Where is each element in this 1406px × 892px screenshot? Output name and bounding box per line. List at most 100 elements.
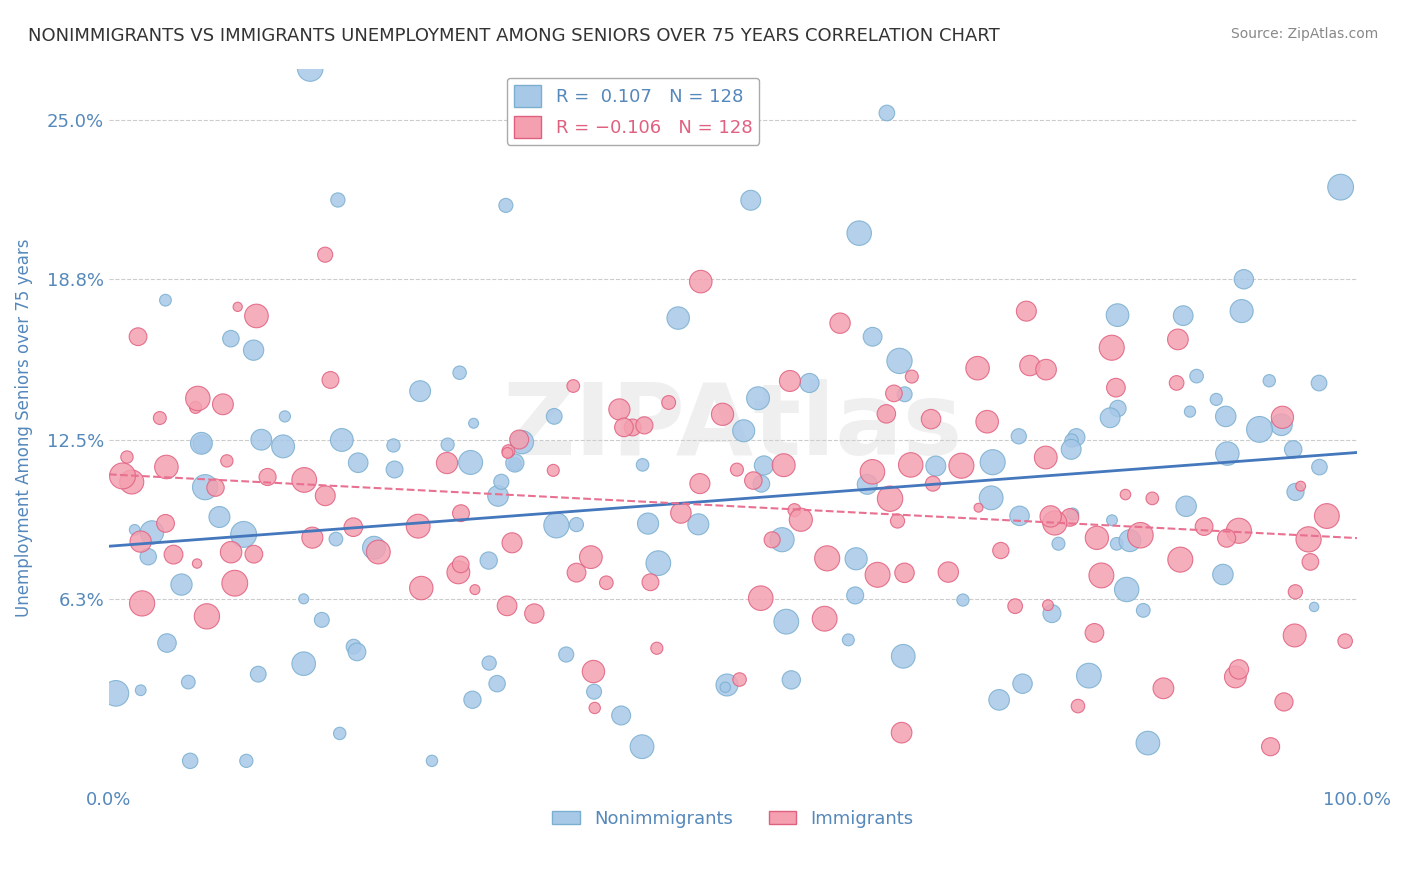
Point	[124, 523, 146, 537]
Point	[179, 754, 201, 768]
Point	[1115, 582, 1137, 597]
Point	[319, 373, 342, 387]
Point	[752, 458, 775, 473]
Point	[901, 369, 924, 384]
Point	[1132, 603, 1154, 617]
Point	[1260, 739, 1282, 754]
Point	[510, 435, 533, 450]
Point	[1308, 460, 1330, 475]
Point	[1166, 376, 1188, 390]
Point	[1284, 584, 1306, 599]
Point	[495, 198, 517, 212]
Point	[1167, 333, 1189, 347]
Point	[496, 446, 519, 460]
Point	[883, 386, 905, 401]
Point	[382, 438, 405, 452]
Point	[981, 455, 1004, 469]
Point	[1289, 479, 1312, 493]
Point	[155, 293, 177, 308]
Point	[1212, 567, 1234, 582]
Point	[136, 549, 159, 564]
Point	[780, 673, 803, 687]
Point	[486, 676, 509, 690]
Point	[1230, 304, 1253, 318]
Point	[498, 444, 520, 458]
Point	[1101, 513, 1123, 527]
Point	[1059, 510, 1081, 524]
Point	[212, 397, 235, 411]
Point	[742, 474, 765, 488]
Point	[256, 470, 278, 484]
Point	[149, 411, 172, 425]
Point	[1105, 537, 1128, 551]
Point	[1168, 552, 1191, 566]
Point	[669, 506, 692, 520]
Point	[631, 739, 654, 754]
Point	[346, 645, 368, 659]
Point	[347, 456, 370, 470]
Point	[406, 519, 429, 533]
Point	[115, 450, 138, 464]
Point	[190, 436, 212, 450]
Point	[367, 545, 389, 559]
Point	[579, 550, 602, 565]
Point	[1233, 272, 1256, 286]
Point	[1270, 417, 1292, 432]
Point	[716, 678, 738, 692]
Point	[1004, 599, 1026, 614]
Point	[292, 657, 315, 671]
Point	[920, 412, 942, 426]
Point	[1101, 341, 1123, 355]
Point	[411, 581, 433, 595]
Point	[420, 754, 443, 768]
Point	[779, 374, 801, 388]
Point	[689, 275, 711, 289]
Point	[436, 437, 458, 451]
Point	[775, 615, 797, 629]
Point	[226, 300, 249, 314]
Point	[647, 556, 669, 570]
Point	[326, 193, 349, 207]
Point	[1216, 447, 1239, 461]
Point	[666, 311, 689, 326]
Point	[1136, 736, 1159, 750]
Point	[447, 566, 470, 580]
Point	[761, 533, 783, 547]
Point	[1282, 442, 1305, 457]
Point	[1205, 392, 1227, 407]
Point	[325, 532, 347, 546]
Point	[363, 541, 385, 555]
Point	[631, 458, 654, 472]
Point	[1114, 487, 1136, 501]
Point	[936, 565, 959, 579]
Point	[478, 656, 501, 670]
Point	[292, 473, 315, 487]
Point	[967, 500, 990, 515]
Point	[1227, 662, 1250, 676]
Point	[1043, 516, 1066, 530]
Point	[384, 462, 406, 476]
Point	[491, 475, 513, 489]
Point	[1105, 381, 1128, 395]
Point	[271, 439, 294, 453]
Point	[866, 567, 889, 582]
Point	[1011, 676, 1033, 690]
Point	[688, 517, 710, 532]
Point	[621, 420, 644, 434]
Point	[409, 384, 432, 399]
Point	[543, 409, 565, 424]
Point	[658, 395, 681, 409]
Point	[1129, 528, 1152, 542]
Point	[751, 476, 773, 491]
Legend: Nonimmigrants, Immigrants: Nonimmigrants, Immigrants	[546, 803, 921, 835]
Point	[772, 458, 794, 473]
Point	[814, 612, 837, 626]
Point	[1334, 634, 1357, 648]
Point	[689, 476, 711, 491]
Text: ZIPAtlas: ZIPAtlas	[503, 379, 963, 476]
Point	[886, 514, 908, 528]
Point	[1173, 309, 1195, 323]
Point	[1215, 531, 1237, 545]
Point	[461, 692, 484, 706]
Point	[311, 613, 333, 627]
